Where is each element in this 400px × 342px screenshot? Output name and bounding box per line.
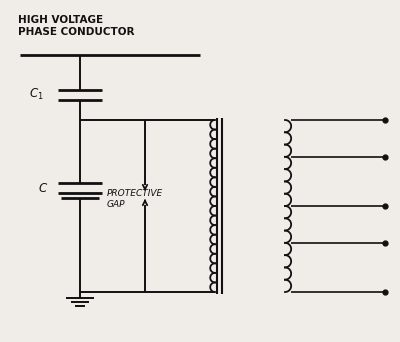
Text: PHASE CONDUCTOR: PHASE CONDUCTOR (18, 27, 134, 37)
Text: $\it{C}$: $\it{C}$ (38, 183, 48, 196)
Text: HIGH VOLTAGE: HIGH VOLTAGE (18, 15, 103, 25)
Text: $\it{C}_1$: $\it{C}_1$ (29, 87, 44, 102)
Text: PROTECTIVE
GAP: PROTECTIVE GAP (107, 189, 163, 209)
